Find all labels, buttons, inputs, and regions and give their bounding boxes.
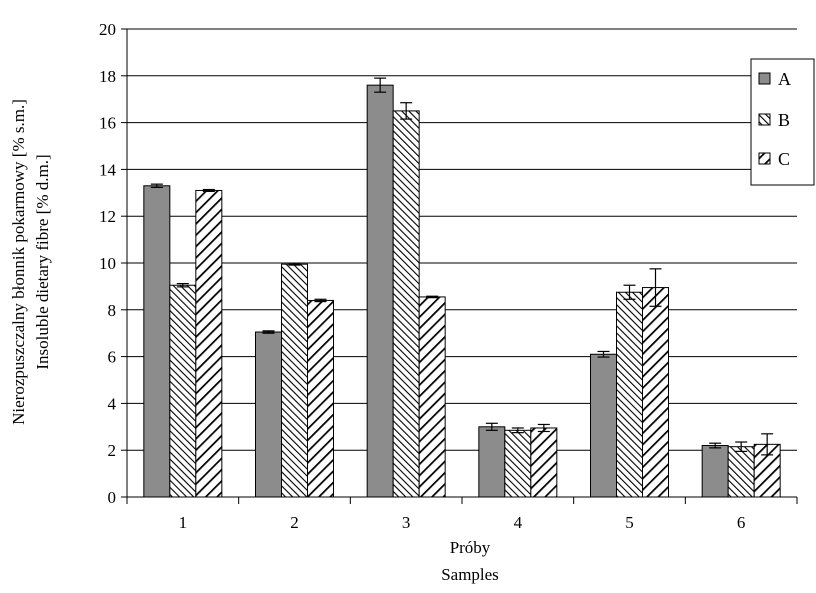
legend-swatch-a [758, 72, 771, 85]
x-tick-label: 5 [625, 513, 634, 532]
x-tick-label: 3 [402, 513, 411, 532]
y-tick-label: 16 [99, 114, 116, 133]
y-tick-label: 6 [108, 348, 117, 367]
bar-b-sample-6 [727, 446, 755, 498]
bar-a-sample-5 [590, 353, 617, 498]
error-bar-a-sample-3 [374, 77, 387, 93]
bar-c-sample-1 [195, 189, 223, 498]
error-bar-b-sample-5 [623, 284, 636, 300]
y-tick-label: 12 [99, 207, 116, 226]
axes [121, 28, 798, 504]
x-axis-title-line1: Próby [450, 538, 491, 557]
y-tick-label: 0 [108, 488, 117, 507]
legend-label-b: B [778, 110, 790, 130]
error-bar-a-sample-6 [709, 442, 722, 449]
legend: A B C [750, 58, 815, 186]
y-tick-label: 8 [108, 301, 117, 320]
bar-c-sample-2 [307, 299, 334, 498]
error-bar-a-sample-2 [262, 330, 275, 334]
bar-b-sample-2 [281, 263, 308, 498]
bar-b-sample-4 [504, 429, 532, 498]
y-tick-label: 4 [108, 394, 117, 413]
y-axis-title-line1: Nierozpuszczalny błonnik pokarmowy [% s.… [9, 99, 28, 425]
error-bar-c-sample-6 [761, 433, 774, 456]
x-tick-label: 1 [179, 513, 188, 532]
x-tick-labels: 1 2 3 4 5 6 [179, 513, 746, 532]
x-tick-label: 2 [290, 513, 299, 532]
error-bar-c-sample-1 [202, 188, 215, 192]
error-bar-b-sample-2 [288, 262, 301, 266]
bar-c-sample-5 [642, 287, 669, 498]
error-bar-c-sample-2 [314, 298, 327, 303]
error-bar-b-sample-4 [511, 427, 524, 434]
bar-a-sample-4 [478, 426, 506, 498]
x-axis-title-line2: Samples [441, 565, 499, 584]
error-bars [150, 77, 774, 456]
bars [143, 84, 781, 498]
legend-label-c: C [778, 149, 790, 169]
x-tick-label: 4 [514, 513, 523, 532]
y-tick-label: 20 [99, 20, 116, 39]
error-bar-c-sample-3 [426, 295, 439, 299]
error-bar-a-sample-4 [485, 422, 498, 431]
error-bar-c-sample-4 [537, 423, 550, 433]
y-tick-labels: 0 2 4 6 8 10 12 14 16 18 20 [99, 20, 117, 507]
gridlines [127, 28, 797, 451]
error-bar-c-sample-5 [649, 268, 662, 307]
error-bar-a-sample-5 [597, 350, 610, 358]
y-tick-label: 14 [99, 160, 117, 179]
y-tick-label: 2 [108, 441, 117, 460]
bar-a-sample-1 [143, 185, 171, 498]
bar-c-sample-3 [418, 296, 446, 498]
y-tick-label: 10 [99, 254, 116, 273]
bar-b-sample-5 [616, 291, 643, 498]
y-tick-label: 18 [99, 67, 116, 86]
y-axis-title-line2: Insoluble dietary fibre [% d.m.] [33, 154, 52, 369]
bar-b-sample-1 [169, 284, 197, 498]
error-bar-a-sample-1 [150, 183, 163, 189]
bar-c-sample-4 [530, 427, 558, 498]
bar-a-sample-6 [701, 445, 729, 498]
legend-swatch-c [758, 152, 771, 165]
bar-a-sample-3 [366, 84, 394, 498]
legend-swatch-b [758, 113, 771, 126]
bar-a-sample-2 [255, 331, 282, 498]
bar-b-sample-3 [392, 110, 420, 498]
error-bar-b-sample-1 [176, 282, 189, 288]
error-bar-b-sample-3 [400, 102, 413, 120]
error-bar-b-sample-6 [735, 441, 748, 452]
legend-label-a: A [778, 69, 791, 89]
x-tick-label: 6 [737, 513, 746, 532]
